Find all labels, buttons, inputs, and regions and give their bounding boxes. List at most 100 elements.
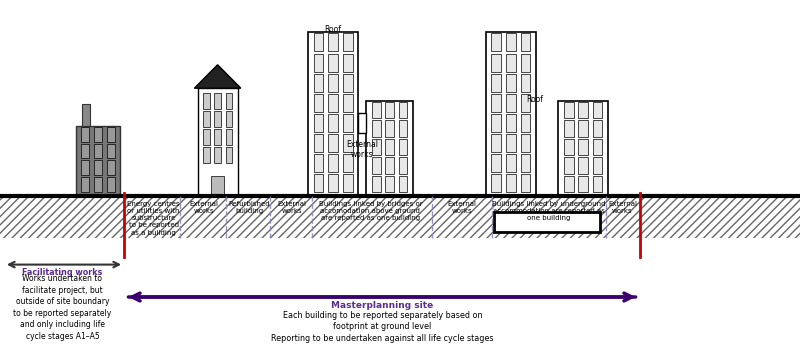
- Bar: [82, 104, 90, 126]
- Text: External
works: External works: [447, 201, 476, 214]
- Polygon shape: [194, 65, 241, 88]
- Bar: [366, 101, 413, 196]
- Bar: [226, 93, 232, 109]
- Bar: [328, 74, 338, 92]
- Bar: [76, 126, 120, 196]
- Bar: [107, 161, 115, 175]
- Bar: [226, 147, 232, 163]
- Bar: [314, 134, 323, 152]
- Bar: [564, 139, 574, 155]
- Bar: [564, 157, 574, 174]
- Bar: [386, 120, 394, 137]
- Bar: [491, 74, 501, 92]
- Bar: [491, 33, 501, 51]
- Bar: [593, 176, 602, 192]
- Bar: [564, 176, 574, 192]
- Bar: [521, 74, 530, 92]
- Bar: [506, 94, 516, 112]
- Bar: [343, 114, 353, 132]
- Bar: [94, 144, 102, 158]
- Bar: [343, 33, 353, 51]
- Text: Energy centres
or utilities with
substructure
to be reported
as a building: Energy centres or utilities with substru…: [127, 201, 180, 235]
- Bar: [203, 147, 210, 163]
- Text: Works undertaken to
facilitate project, but
outside of site boundary
to be repor: Works undertaken to facilitate project, …: [14, 274, 111, 341]
- Bar: [81, 161, 89, 175]
- Bar: [521, 154, 530, 172]
- Bar: [491, 94, 501, 112]
- Bar: [521, 94, 530, 112]
- Bar: [578, 139, 588, 155]
- Text: External
works: External works: [608, 201, 637, 214]
- Bar: [107, 144, 115, 158]
- Bar: [506, 54, 516, 72]
- Bar: [198, 88, 238, 196]
- Text: Roof: Roof: [325, 25, 342, 34]
- Bar: [328, 134, 338, 152]
- Bar: [386, 176, 394, 192]
- Bar: [314, 94, 323, 112]
- Bar: [372, 102, 381, 118]
- Bar: [214, 93, 221, 109]
- Bar: [343, 174, 353, 192]
- Bar: [214, 147, 221, 163]
- Bar: [226, 111, 232, 127]
- Bar: [506, 154, 516, 172]
- Bar: [328, 154, 338, 172]
- Bar: [94, 161, 102, 175]
- Bar: [372, 176, 381, 192]
- Bar: [506, 134, 516, 152]
- Bar: [521, 114, 530, 132]
- Bar: [386, 139, 394, 155]
- Bar: [372, 120, 381, 137]
- Text: Buildings linked by underground
accommodation are reported as
one building: Buildings linked by underground accommod…: [492, 201, 606, 221]
- Bar: [506, 74, 516, 92]
- Bar: [107, 127, 115, 141]
- Bar: [81, 144, 89, 158]
- Text: Buildings linked by bridges or
accomodation above ground
are reported as one bui: Buildings linked by bridges or accomodat…: [318, 201, 422, 221]
- Bar: [398, 139, 407, 155]
- Bar: [521, 33, 530, 51]
- Bar: [398, 176, 407, 192]
- Bar: [578, 120, 588, 137]
- Bar: [521, 54, 530, 72]
- Bar: [94, 127, 102, 141]
- Bar: [343, 54, 353, 72]
- Bar: [314, 114, 323, 132]
- Text: Refurbished
building: Refurbished building: [229, 201, 270, 214]
- Bar: [398, 102, 407, 118]
- Bar: [386, 102, 394, 118]
- Bar: [314, 33, 323, 51]
- Bar: [203, 129, 210, 145]
- Bar: [343, 134, 353, 152]
- Bar: [521, 134, 530, 152]
- Bar: [314, 154, 323, 172]
- Bar: [491, 154, 501, 172]
- Bar: [203, 93, 210, 109]
- Bar: [506, 174, 516, 192]
- Bar: [372, 157, 381, 174]
- Bar: [328, 33, 338, 51]
- Bar: [328, 114, 338, 132]
- Bar: [506, 33, 516, 51]
- Bar: [593, 139, 602, 155]
- Bar: [578, 176, 588, 192]
- Bar: [308, 32, 358, 196]
- Text: Each building to be reported separately based on
footprint at ground level
Repor: Each building to be reported separately …: [271, 311, 494, 343]
- Bar: [81, 127, 89, 141]
- Text: External
works: External works: [278, 201, 306, 214]
- Bar: [398, 120, 407, 137]
- Bar: [372, 139, 381, 155]
- Bar: [343, 94, 353, 112]
- Bar: [211, 176, 224, 196]
- Bar: [398, 157, 407, 174]
- Bar: [593, 157, 602, 174]
- Bar: [593, 102, 602, 118]
- Bar: [203, 111, 210, 127]
- Bar: [107, 177, 115, 192]
- Bar: [314, 54, 323, 72]
- Bar: [343, 74, 353, 92]
- Bar: [578, 102, 588, 118]
- Bar: [314, 174, 323, 192]
- Bar: [328, 94, 338, 112]
- Bar: [328, 54, 338, 72]
